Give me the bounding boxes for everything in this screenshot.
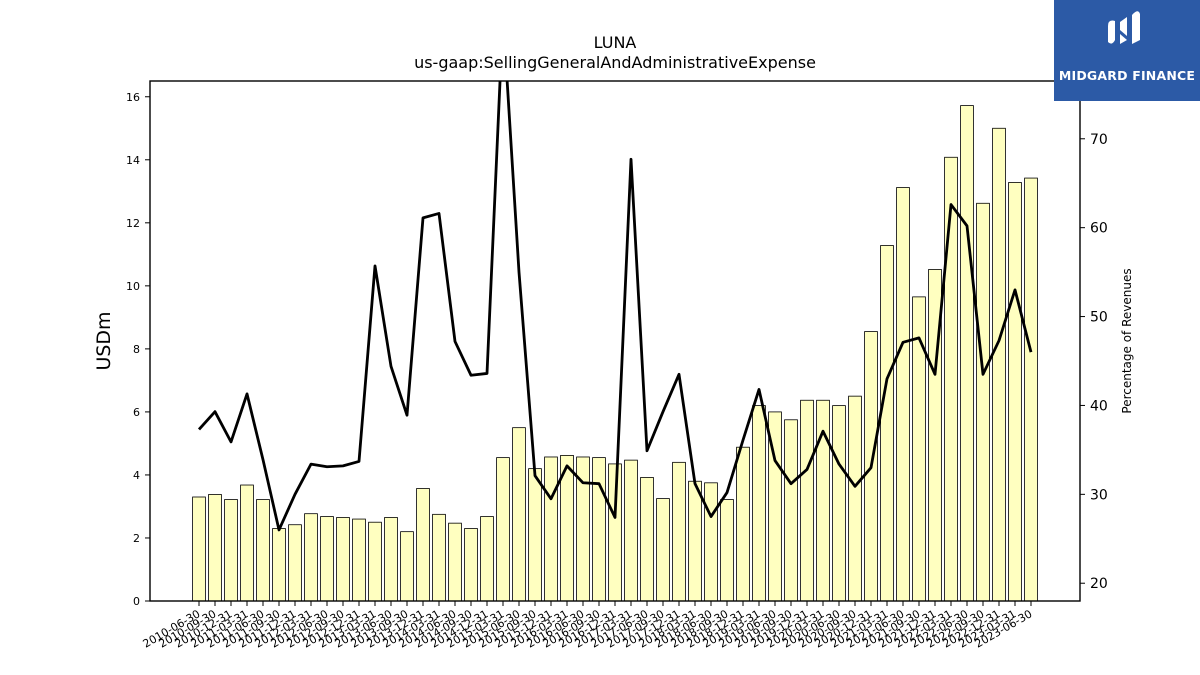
y-tick-label: 12 xyxy=(126,217,140,230)
bar-series xyxy=(192,105,1038,602)
y-tick-label: 10 xyxy=(126,280,140,293)
bar xyxy=(592,457,606,602)
bar xyxy=(944,156,958,602)
bar xyxy=(1024,177,1038,602)
bar xyxy=(688,480,702,602)
bar xyxy=(976,202,990,602)
bar xyxy=(848,395,862,602)
bar xyxy=(512,427,526,602)
y-axis-label: USDm xyxy=(93,311,115,370)
bar xyxy=(304,513,318,602)
bar xyxy=(736,446,750,602)
bar xyxy=(672,461,686,602)
bar xyxy=(208,494,222,602)
bar xyxy=(192,496,206,602)
bar xyxy=(416,488,430,602)
bar xyxy=(368,521,382,602)
bar xyxy=(544,456,558,602)
y-tick-label: 14 xyxy=(126,154,140,167)
bar xyxy=(1008,182,1022,602)
bar xyxy=(608,463,622,602)
bar xyxy=(704,482,718,602)
y2-tick-label: 50 xyxy=(1090,310,1108,326)
logo-mark-icon xyxy=(1108,11,1140,44)
bar xyxy=(384,517,398,602)
bar xyxy=(880,245,894,602)
y2-tick-label: 70 xyxy=(1090,132,1108,148)
bar xyxy=(960,105,974,602)
bar xyxy=(640,477,654,602)
bar xyxy=(480,516,494,602)
bar xyxy=(464,528,478,602)
y2-tick-label: 30 xyxy=(1090,487,1108,503)
bar xyxy=(896,187,910,602)
y-tick-label: 2 xyxy=(133,532,140,545)
bar xyxy=(224,499,238,602)
bar xyxy=(784,419,798,602)
bar xyxy=(272,528,286,602)
bar xyxy=(656,498,670,602)
chart-subtitle: us-gaap:SellingGeneralAndAdministrativeE… xyxy=(414,53,816,72)
y2-tick-label: 20 xyxy=(1090,576,1108,592)
y-tick-label: 6 xyxy=(133,406,140,419)
bar xyxy=(800,399,814,602)
percentage-line xyxy=(197,81,1033,532)
bar xyxy=(400,531,414,602)
y-tick-label: 0 xyxy=(133,595,140,608)
bar xyxy=(352,518,366,602)
y-tick-label: 4 xyxy=(133,469,140,482)
y2-axis-label: Percentage of Revenues xyxy=(1120,268,1134,413)
y-tick-label: 8 xyxy=(133,343,140,356)
bar xyxy=(240,484,254,602)
line-series xyxy=(197,81,1033,532)
logo-text: MIDGARD FINANCE xyxy=(1058,68,1196,83)
bar xyxy=(720,499,734,602)
bar xyxy=(992,127,1006,602)
y2-tick-label: 60 xyxy=(1090,221,1108,237)
bar xyxy=(752,405,766,602)
midgard-finance-logo: MIDGARD FINANCE xyxy=(1054,0,1200,101)
bar xyxy=(496,457,510,602)
bar xyxy=(336,517,350,602)
bar xyxy=(288,524,302,602)
bar xyxy=(432,513,446,602)
bar xyxy=(528,468,542,602)
bar xyxy=(448,522,462,602)
bar xyxy=(624,459,638,602)
y2-tick-label: 40 xyxy=(1090,398,1108,414)
axes: 02468101214162030405060702010-06-302010-… xyxy=(126,80,1108,651)
bar xyxy=(912,296,926,602)
bar xyxy=(832,405,846,602)
bar xyxy=(320,516,334,602)
y-tick-label: 16 xyxy=(126,91,140,104)
bar xyxy=(256,499,270,602)
chart-title: LUNA xyxy=(594,33,637,52)
